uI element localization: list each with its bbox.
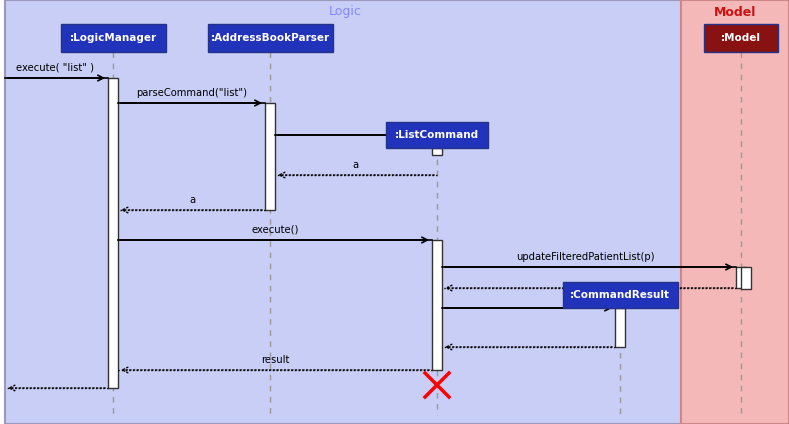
Text: a: a — [352, 160, 358, 170]
Text: :AddressBookParser: :AddressBookParser — [211, 33, 330, 43]
Bar — [208, 24, 333, 52]
Text: :Model: :Model — [721, 33, 761, 43]
Text: Logic: Logic — [329, 6, 362, 19]
Bar — [432, 240, 442, 370]
Text: :LogicManager: :LogicManager — [69, 33, 156, 43]
Text: :ListCommand: :ListCommand — [395, 130, 479, 140]
Bar — [61, 24, 166, 52]
Text: execute( "list" ): execute( "list" ) — [16, 63, 94, 73]
Text: execute(): execute() — [252, 225, 299, 235]
Bar — [432, 148, 442, 155]
Text: Model: Model — [714, 6, 756, 19]
Bar — [5, 0, 686, 424]
Bar — [615, 308, 625, 347]
Bar — [681, 0, 789, 424]
Text: updateFilteredPatientList(p): updateFilteredPatientList(p) — [516, 252, 654, 262]
Bar — [704, 24, 778, 52]
Bar — [741, 267, 751, 289]
Text: a: a — [189, 195, 195, 205]
Bar — [265, 103, 275, 210]
Text: parseCommand("list"): parseCommand("list") — [136, 88, 248, 98]
Bar — [386, 122, 488, 148]
Bar — [563, 282, 678, 308]
Bar — [736, 267, 746, 288]
Text: result: result — [261, 355, 290, 365]
Bar — [108, 78, 118, 388]
Text: :CommandResult: :CommandResult — [570, 290, 670, 300]
